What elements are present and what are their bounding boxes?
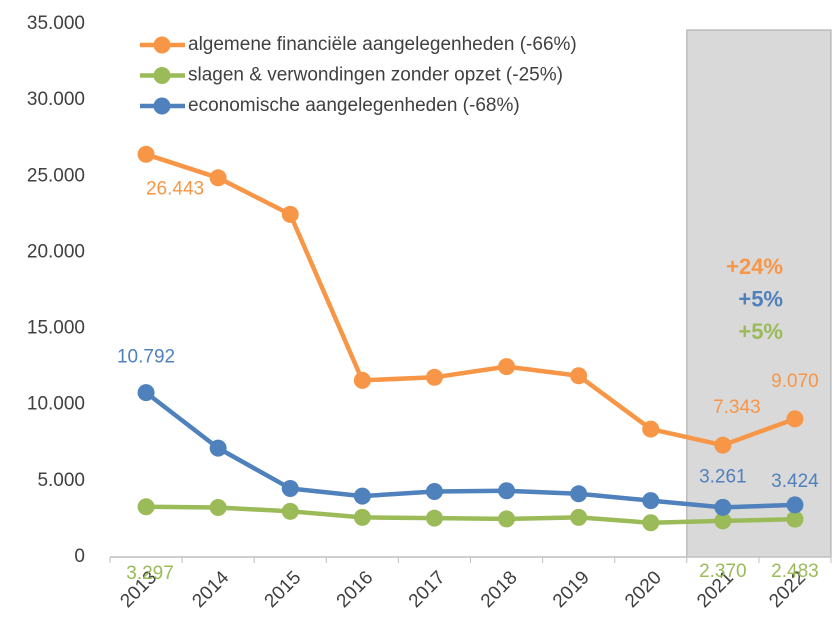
data-point [137,145,155,163]
data-point [570,367,588,385]
data-point [281,502,299,520]
data-point [642,420,660,438]
y-tick-label: 10.000 [27,394,85,415]
data-point [570,508,588,526]
data-point [425,483,443,501]
y-tick-label: 5.000 [37,470,85,491]
legend-label: slagen & verwondingen zonder opzet (-25%… [188,65,563,86]
data-label: 10.792 [117,347,175,368]
series-line [146,504,796,525]
data-point [137,384,155,402]
data-label: 9.070 [771,371,819,392]
data-label: 3.424 [771,471,819,492]
highlight-region [686,29,832,558]
y-tick-label: 30.000 [27,89,85,110]
x-tick-label: 2014 [188,567,233,612]
data-point [353,371,371,389]
x-tick-label: 2016 [333,567,378,612]
y-tick-label: 15.000 [27,318,85,339]
data-point [425,509,443,527]
data-point [498,510,516,528]
x-tick-label: 2015 [261,567,306,612]
data-point [498,358,516,376]
x-tick-label: 2019 [549,567,594,612]
data-point [570,485,588,503]
legend-marker [153,67,171,84]
x-tick-label: 2018 [477,567,522,612]
data-point [786,496,804,514]
data-label: 7.343 [713,397,761,418]
data-point [425,368,443,386]
legend-label: algemene financiële aangelegenheden (-66… [188,34,577,55]
data-point [714,512,732,530]
y-tick-label: 0 [74,546,85,567]
data-point [209,499,227,517]
data-label: 3.297 [126,563,174,584]
y-tick-label: 35.000 [27,13,85,34]
data-point [281,479,299,497]
data-point [642,492,660,510]
data-point [786,510,804,528]
annotation: +24% [726,254,783,279]
legend-marker [153,36,171,54]
y-tick-label: 20.000 [27,241,85,262]
data-point [498,482,516,500]
series-line [144,390,796,510]
data-point [353,508,371,526]
data-label: 2.370 [699,561,747,582]
data-label: 2.483 [771,561,819,582]
legend-marker [153,97,171,115]
annotation: +5% [738,319,783,344]
data-label: 3.261 [699,466,747,487]
legend-label: economische aangelegenheden (-68%) [188,95,520,116]
data-point [642,514,660,532]
data-point [714,436,732,454]
data-point [714,498,732,516]
data-point [209,169,227,187]
data-point [786,410,804,428]
data-point [137,498,155,516]
x-tick-label: 2017 [405,567,450,612]
series-line [145,152,796,448]
data-point [353,487,371,505]
x-tick-label: 2020 [621,567,666,612]
data-point [281,205,299,223]
data-label: 26.443 [146,178,204,199]
data-point [209,439,227,457]
annotation: +5% [738,286,783,311]
y-tick-label: 25.000 [27,165,85,186]
